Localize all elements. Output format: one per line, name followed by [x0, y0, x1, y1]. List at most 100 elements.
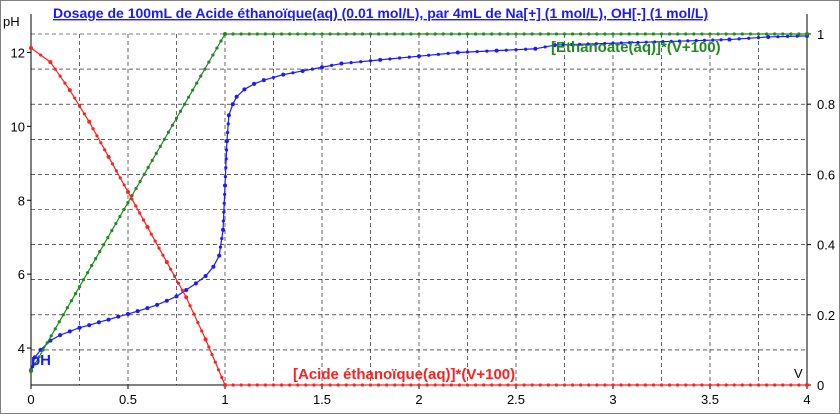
sample-point-acide-thano-que-aq-v-100	[433, 383, 437, 387]
sample-point-acide-thano-que-aq-v-100	[176, 281, 181, 285]
sample-point-acide-thano-que-aq-v-100	[522, 383, 526, 387]
sample-point-acide-thano-que-aq-v-100	[122, 183, 126, 187]
sample-point-acide-thano-que-aq-v-100	[192, 312, 196, 316]
sample-point-ph	[504, 48, 508, 52]
sample-point-ethanoate-aq-v-100	[77, 285, 82, 289]
y-right-tick-label: 0.6	[817, 167, 835, 182]
sample-point-acide-thano-que-aq-v-100	[716, 383, 720, 387]
data-point-ph	[242, 87, 247, 92]
sample-point-acide-thano-que-aq-v-100	[562, 383, 567, 387]
data-point-acide-thano-que-aq-v-100	[48, 60, 53, 65]
data-point-acide-thano-que-aq-v-100	[106, 154, 111, 159]
sample-point-acide-thano-que-aq-v-100	[676, 383, 680, 387]
sample-point-ethanoate-aq-v-100	[611, 32, 615, 36]
sample-point-ph	[711, 38, 715, 42]
sample-point-ethanoate-aq-v-100	[146, 165, 150, 169]
sample-point-acide-thano-que-aq-v-100	[271, 383, 276, 387]
sample-point-ph	[644, 40, 648, 44]
sample-point-ethanoate-aq-v-100	[756, 32, 761, 36]
sample-point-ethanoate-aq-v-100	[158, 144, 162, 148]
sample-point-ethanoate-aq-v-100	[538, 32, 542, 36]
sample-point-ph	[747, 36, 751, 40]
data-point-ph	[77, 325, 82, 330]
sample-point-ph	[611, 41, 615, 45]
sample-point-acide-thano-que-aq-v-100	[473, 383, 478, 387]
sample-point-ethanoate-aq-v-100	[425, 32, 429, 36]
data-point-ph	[58, 333, 63, 338]
sample-point-acide-thano-que-aq-v-100	[39, 53, 43, 57]
sample-point-acide-thano-que-aq-v-100	[320, 383, 324, 387]
sample-point-ethanoate-aq-v-100	[279, 32, 284, 36]
sample-point-acide-thano-que-aq-v-100	[595, 383, 599, 387]
data-point-ph	[552, 43, 557, 48]
sample-point-ethanoate-aq-v-100	[659, 32, 664, 36]
sample-point-acide-thano-que-aq-v-100	[77, 104, 82, 108]
series-label-ethanoate: [Ethanoate(aq)]*(V+100)	[551, 39, 721, 56]
data-point-acide-thano-que-aq-v-100	[184, 295, 189, 300]
sample-point-acide-thano-que-aq-v-100	[570, 383, 575, 387]
sample-point-acide-thano-que-aq-v-100	[764, 383, 769, 387]
sample-point-ethanoate-aq-v-100	[102, 243, 106, 247]
data-point-ph	[135, 309, 140, 314]
sample-point-acide-thano-que-aq-v-100	[220, 375, 224, 379]
data-point-acide-thano-que-aq-v-100	[805, 383, 809, 387]
sample-point-ethanoate-aq-v-100	[110, 228, 114, 233]
sample-point-ethanoate-aq-v-100	[304, 32, 308, 36]
data-point-ph	[87, 323, 92, 328]
sample-point-ethanoate-aq-v-100	[368, 32, 373, 36]
sample-point-acide-thano-que-aq-v-100	[53, 67, 57, 71]
data-point-ph	[164, 298, 169, 303]
sample-point-acide-thano-que-aq-v-100	[659, 383, 664, 387]
sample-point-acide-thano-que-aq-v-100	[667, 383, 672, 387]
sample-point-ph	[271, 75, 276, 80]
sample-point-acide-thano-que-aq-v-100	[91, 127, 95, 131]
sample-point-ethanoate-aq-v-100	[239, 32, 243, 36]
sample-point-acide-thano-que-aq-v-100	[188, 304, 192, 308]
sample-point-acide-thano-que-aq-v-100	[231, 383, 235, 387]
sample-point-ethanoate-aq-v-100	[207, 60, 211, 64]
sample-point-ethanoate-aq-v-100	[37, 355, 41, 359]
data-point-ph	[116, 314, 121, 319]
sample-point-acide-thano-que-aq-v-100	[180, 288, 184, 292]
sample-point-ethanoate-aq-v-100	[154, 151, 158, 155]
sample-point-acide-thano-que-aq-v-100	[401, 383, 405, 387]
sample-point-acide-thano-que-aq-v-100	[216, 368, 221, 372]
sample-point-acide-thano-que-aq-v-100	[441, 383, 445, 387]
sample-point-ph	[407, 55, 411, 59]
sample-point-ethanoate-aq-v-100	[69, 299, 74, 303]
sample-point-ph	[388, 57, 392, 61]
sample-point-ethanoate-aq-v-100	[595, 32, 599, 36]
sample-point-acide-thano-que-aq-v-100	[756, 383, 761, 387]
sample-point-ph	[224, 157, 228, 161]
sample-point-acide-thano-que-aq-v-100	[247, 383, 251, 387]
sample-point-acide-thano-que-aq-v-100	[724, 383, 728, 387]
sample-point-ethanoate-aq-v-100	[554, 32, 559, 36]
sample-point-ethanoate-aq-v-100	[126, 200, 130, 205]
sample-point-ethanoate-aq-v-100	[247, 32, 251, 36]
sample-point-ethanoate-aq-v-100	[98, 250, 102, 254]
sample-point-ph	[485, 49, 489, 53]
sample-point-acide-thano-que-aq-v-100	[207, 345, 211, 349]
sample-point-acide-thano-que-aq-v-100	[279, 383, 284, 387]
sample-point-ethanoate-aq-v-100	[676, 32, 680, 36]
y-left-tick-label: 6	[18, 267, 25, 282]
y-right-tick-label: 1	[817, 27, 824, 42]
data-point-ph	[234, 94, 239, 99]
data-point-acide-thano-que-aq-v-100	[145, 225, 150, 230]
sample-point-ph	[561, 43, 565, 47]
data-point-ph	[533, 46, 538, 51]
sample-point-ethanoate-aq-v-100	[651, 32, 656, 36]
sample-point-acide-thano-que-aq-v-100	[538, 383, 542, 387]
sample-point-acide-thano-que-aq-v-100	[196, 320, 200, 325]
data-point-acide-thano-que-aq-v-100	[29, 46, 33, 51]
sample-point-ethanoate-aq-v-100	[45, 341, 49, 345]
data-point-ph	[320, 65, 324, 70]
sample-point-acide-thano-que-aq-v-100	[619, 383, 623, 387]
data-point-ph	[221, 227, 226, 232]
sample-point-acide-thano-que-aq-v-100	[417, 383, 421, 387]
data-point-ph	[193, 281, 198, 286]
sample-point-ph	[330, 63, 334, 68]
y-left-tick-label: 8	[18, 193, 25, 208]
sample-point-ethanoate-aq-v-100	[53, 327, 57, 331]
